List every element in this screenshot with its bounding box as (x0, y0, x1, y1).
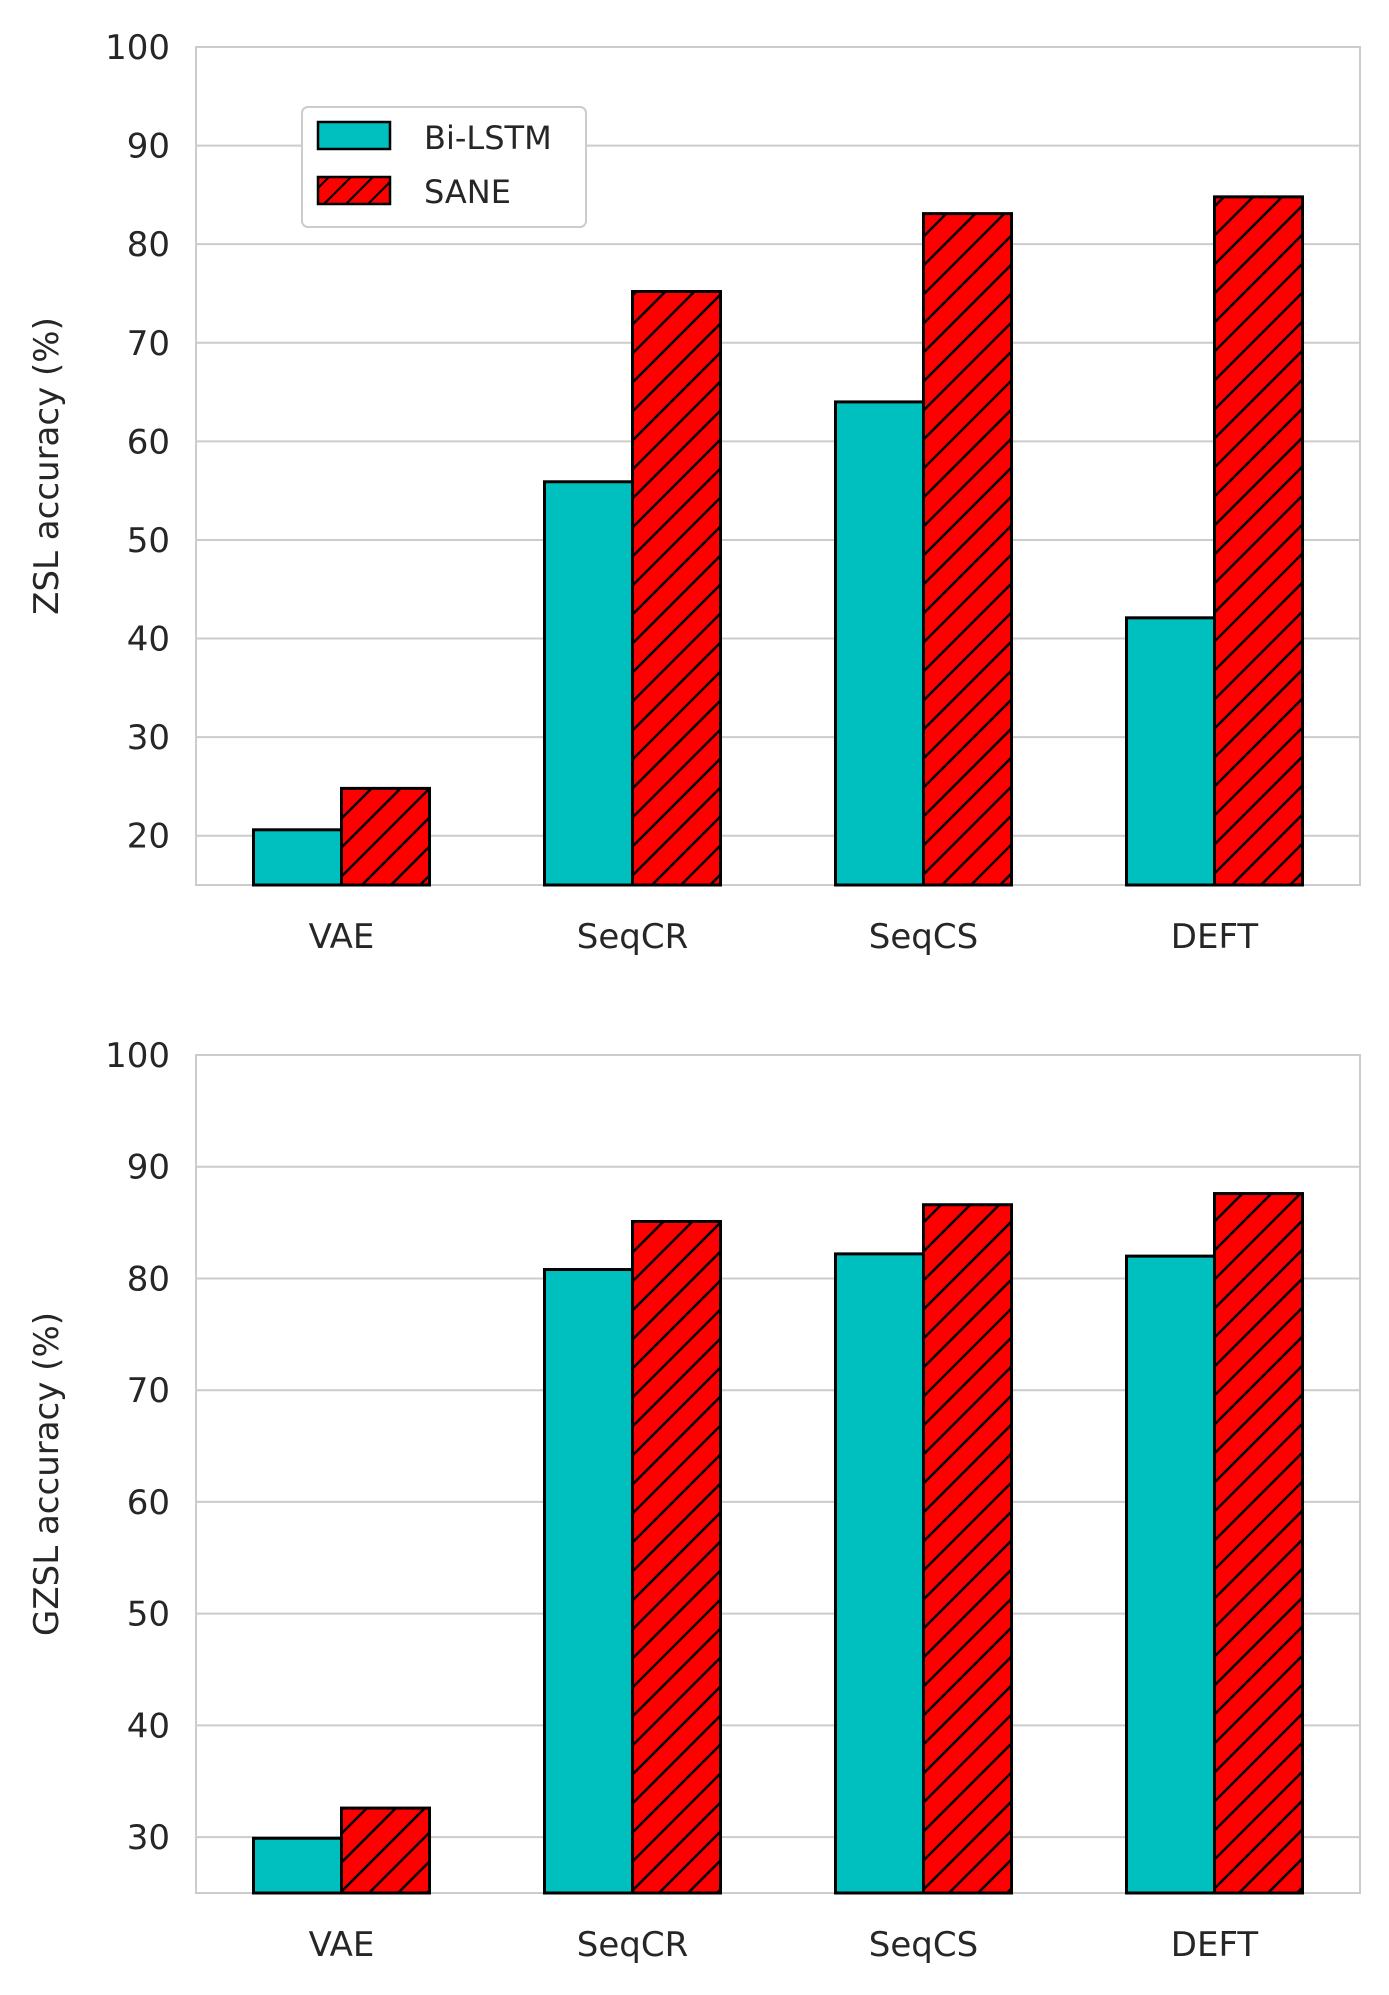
gzsl-ytick-label: 40 (127, 1706, 170, 1746)
gzsl-ytick-label: 80 (127, 1259, 170, 1299)
zsl-ytick-label: 20 (127, 817, 170, 857)
gzsl-bar-sane-seqcs (922, 1203, 1013, 1895)
gzsl-xtick-label: VAE (309, 1925, 375, 1965)
gzsl-ytick-label: 100 (105, 1036, 170, 1076)
zsl-ytick-label: 80 (127, 225, 170, 265)
gzsl-bar-bi-lstm-deft (1125, 1254, 1216, 1895)
zsl-ytick-label: 30 (127, 718, 170, 758)
zsl-xtick-label: VAE (309, 917, 375, 957)
zsl-ytick-label: 70 (127, 324, 170, 364)
gzsl-bar-sane-seqcr (631, 1219, 722, 1895)
zsl-bar-bi-lstm-seqcs (834, 400, 925, 887)
legend-label-bi-lstm: Bi-LSTM (424, 119, 552, 157)
zsl-bar-sane-seqcr (631, 289, 722, 887)
zsl-bar-bi-lstm-deft (1125, 616, 1216, 887)
legend: Bi-LSTM SANE (301, 106, 587, 228)
gzsl-bar-sane-deft (1213, 1192, 1304, 1895)
zsl-xtick-label: SeqCS (869, 917, 978, 957)
zsl-bar-sane-vae (340, 786, 431, 887)
gzsl-accuracy-chart: 30 40 50 60 70 80 90 100 VAE SeqCR SeqCS DEFT GZSL a… (27, 1036, 1361, 1965)
gzsl-ytick-label: 50 (127, 1595, 170, 1635)
gzsl-bar-bi-lstm-seqcs (834, 1252, 925, 1895)
zsl-accuracy-chart: 20 30 40 50 60 70 80 90 100 VAE SeqCR SeqCS DEFT ZSL … (27, 28, 1361, 957)
gzsl-bar-bi-lstm-vae (252, 1836, 343, 1895)
gzsl-ytick-label: 30 (127, 1818, 170, 1858)
legend-label-sane: SANE (424, 173, 511, 211)
gzsl-ylabel: GZSL accuracy (%) (27, 1312, 67, 1636)
gzsl-ytick-label: 90 (127, 1148, 170, 1188)
zsl-ylabel: ZSL accuracy (%) (27, 317, 67, 615)
gzsl-xtick-label: SeqCS (869, 1925, 978, 1965)
legend-swatch-sane (316, 175, 392, 206)
gzsl-bar-bi-lstm-seqcr (543, 1268, 634, 1895)
gzsl-bar-sane-vae (340, 1806, 431, 1895)
zsl-bar-sane-deft (1213, 195, 1304, 887)
gzsl-xtick-label: DEFT (1171, 1925, 1259, 1965)
legend-swatch-bi-lstm (316, 120, 392, 151)
zsl-plot-frame (195, 46, 1361, 886)
zsl-bar-bi-lstm-vae (252, 828, 343, 887)
zsl-bar-bi-lstm-seqcr (543, 480, 634, 887)
zsl-ytick-label: 40 (127, 620, 170, 660)
zsl-ytick-label: 100 (105, 28, 170, 68)
gzsl-xtick-label: SeqCR (577, 1925, 688, 1965)
gzsl-plot-frame (195, 1054, 1361, 1894)
zsl-bar-sane-seqcs (922, 212, 1013, 887)
gzsl-ytick-label: 70 (127, 1371, 170, 1411)
zsl-ytick-label: 90 (127, 127, 170, 167)
zsl-ytick-label: 50 (127, 521, 170, 561)
gzsl-ytick-label: 60 (127, 1483, 170, 1523)
zsl-xtick-label: SeqCR (577, 917, 688, 957)
zsl-xtick-label: DEFT (1171, 917, 1259, 957)
zsl-ytick-label: 60 (127, 422, 170, 462)
